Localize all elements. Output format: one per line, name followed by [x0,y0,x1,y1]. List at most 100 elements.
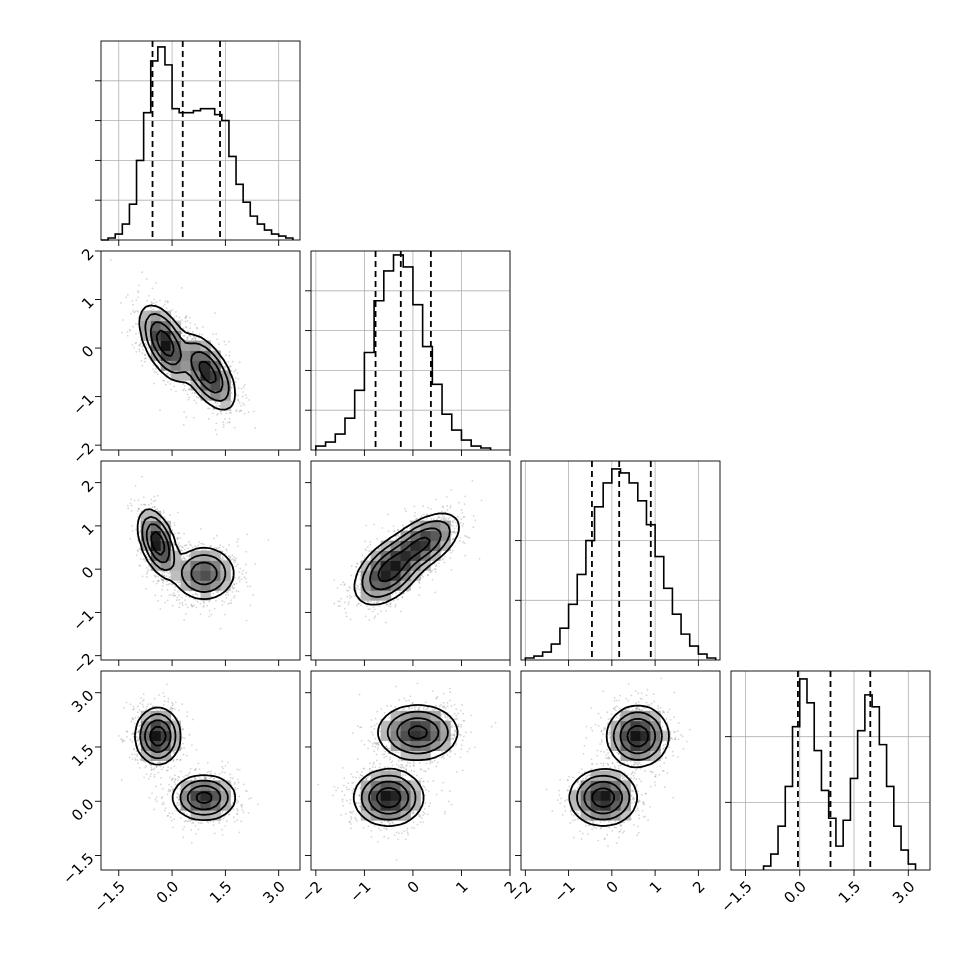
sample-point [171,707,174,710]
sample-point [121,740,124,743]
sample-point [225,548,228,550]
sample-point [224,417,226,420]
sample-point [192,337,195,340]
sample-point [138,344,141,347]
sample-point [177,775,180,778]
sample-point [202,604,205,607]
sample-point [183,557,186,560]
sample-point [151,705,154,708]
sample-point [121,331,123,334]
sample-point [174,585,177,588]
hist-0-frame [100,40,301,241]
sample-point [175,758,178,761]
sample-point [218,546,221,549]
sample-point [153,505,156,508]
sample-point [210,347,213,349]
sample-point [131,717,134,719]
sample-point [195,326,198,329]
sample-point [162,578,165,581]
sample-point [219,544,222,547]
sample-point [207,821,210,824]
sample-point [173,818,176,820]
sample-point [215,404,218,407]
sample-point [198,777,201,779]
sample-point [178,709,180,712]
sample-point [168,373,171,376]
hist-panel-2 [515,460,721,666]
pair-panel-2-0 [95,460,301,666]
density-cell [190,380,201,391]
sample-point [230,599,232,602]
sample-point [176,796,179,799]
sample-point [222,767,225,770]
sample-point [164,809,166,812]
sample-point [227,360,230,363]
sample-point [245,550,248,553]
hist-1-steps [315,254,492,450]
sample-point [132,718,135,721]
density-cell [170,340,181,351]
sample-point [197,544,200,547]
sample-point [199,528,202,530]
sample-point [166,571,169,574]
density-cell [220,560,231,571]
sample-point [237,800,240,803]
sample-point [171,812,174,815]
sample-point [133,707,136,710]
density-cell [180,580,191,591]
sample-point [135,299,138,302]
sample-point [187,388,190,391]
sample-point [185,754,188,757]
sample-point [160,768,163,771]
sample-point [172,594,175,597]
sample-point [195,606,198,609]
sample-point [238,831,241,834]
density-cell [150,350,162,361]
density-cell [210,580,221,591]
sample-point [228,351,231,353]
sample-point [252,410,255,413]
sample-point [224,552,227,555]
sample-point [145,765,148,767]
sample-point [233,783,236,785]
sample-point [208,609,211,612]
sample-point [215,433,218,436]
sample-point [179,537,182,539]
sample-point [180,747,183,749]
sample-point [164,303,167,306]
sample-point [196,593,199,596]
contour-level-3 [155,329,217,385]
density-cell [190,350,201,361]
sample-point [166,683,168,686]
sample-point [150,502,153,505]
sample-point [204,776,206,779]
density-cell [180,370,191,381]
sample-point [147,503,150,506]
sample-point [235,590,238,592]
sample-point [151,768,153,771]
sample-point [242,569,244,572]
sample-point [145,708,147,711]
sample-point [248,399,250,401]
sample-point [223,600,226,603]
sample-point [153,697,156,700]
sample-point [183,548,186,551]
sample-point [136,323,139,325]
density-cell [160,560,172,571]
sample-point [210,595,213,598]
sample-point [144,357,146,360]
sample-point [134,484,137,487]
sample-point [139,702,142,705]
sample-point [162,579,165,582]
sample-point [189,768,192,770]
sample-point [146,572,148,575]
sample-point [188,733,191,736]
sample-point [191,546,194,549]
sample-point [143,557,146,560]
sample-point [126,331,129,334]
sample-point [182,327,185,330]
sample-point [238,410,241,413]
density-cell [200,350,211,361]
sample-point [182,811,185,814]
sample-point [125,730,128,733]
